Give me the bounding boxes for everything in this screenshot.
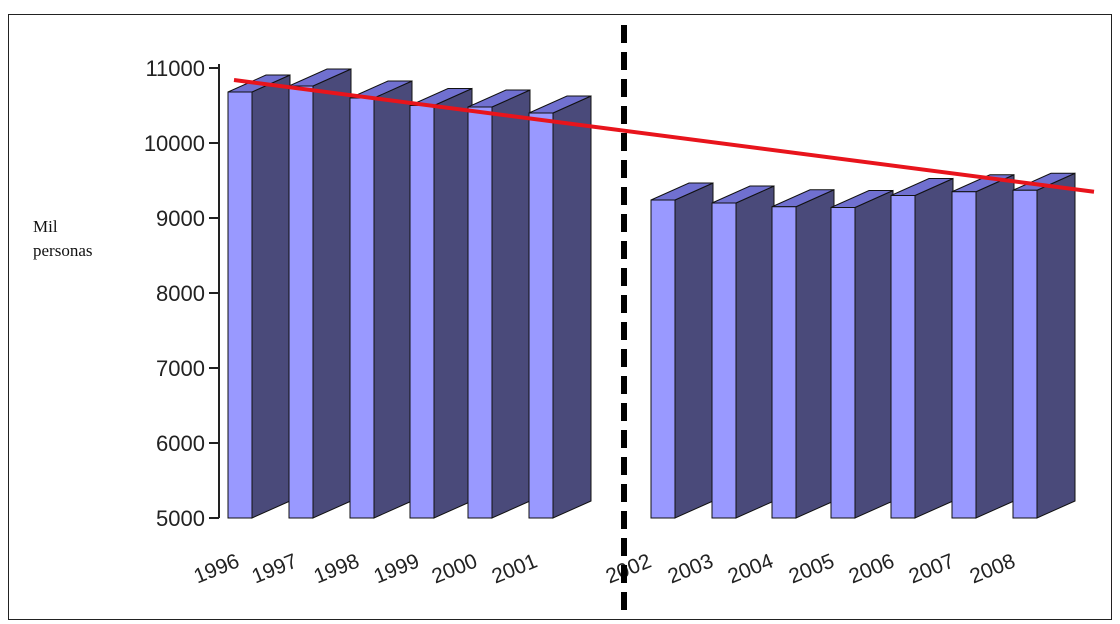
- x-tick-label: 2007: [906, 550, 958, 589]
- bar: [349, 80, 413, 519]
- y-tick-label: 8000: [156, 281, 205, 306]
- bar-side-face: [854, 189, 894, 519]
- bar-front-face: [467, 106, 493, 519]
- trend-line: [233, 78, 1095, 194]
- bar: [830, 189, 894, 519]
- bar-side-face: [373, 80, 413, 519]
- y-tick-label: 9000: [156, 206, 205, 231]
- bar-side-face: [914, 177, 954, 519]
- bar: [227, 74, 291, 519]
- bar-front-face: [227, 91, 253, 519]
- bar-front-face: [771, 206, 797, 519]
- x-tick-label: 2000: [429, 550, 481, 589]
- bar: [467, 89, 531, 519]
- bar-front-face: [951, 191, 977, 519]
- bar: [771, 188, 835, 519]
- bar-front-face: [349, 97, 375, 519]
- bars: [227, 68, 1076, 519]
- x-tick-label: 2006: [846, 550, 898, 589]
- y-tick-label: 11000: [145, 56, 205, 81]
- bar-front-face: [528, 112, 554, 519]
- bar-side-face: [1036, 172, 1076, 519]
- bar: [528, 95, 592, 519]
- bar: [951, 173, 1015, 519]
- bar: [409, 87, 473, 519]
- bar: [711, 185, 775, 519]
- x-tick-label: 2003: [665, 550, 717, 589]
- bar-front-face: [1012, 189, 1038, 519]
- y-tick-label: 5000: [156, 506, 205, 531]
- bar-front-face: [409, 105, 435, 519]
- category-labels: 1996 1997 1998 1999 2000 2001 2002 2003 2004 2005…: [191, 549, 1019, 588]
- x-tick-label: 2004: [725, 549, 777, 588]
- bar: [288, 68, 352, 519]
- bar-side-face: [312, 68, 352, 519]
- bar-side-face: [433, 87, 473, 519]
- bar-front-face: [890, 195, 916, 519]
- chart-frame: Mil personas 5000 6000 7000 8000 9000 10000 11…: [8, 14, 1112, 620]
- y-tick-label: 7000: [156, 356, 205, 381]
- bar-front-face: [288, 85, 314, 519]
- bar-side-face: [975, 173, 1015, 519]
- y-tick-label: 10000: [144, 131, 205, 156]
- bar-side-face: [491, 89, 531, 519]
- overlay: [233, 25, 1095, 610]
- bar: [1012, 172, 1076, 519]
- x-tick-label: 1997: [249, 550, 301, 589]
- y-axis-label-line-2: personas: [33, 241, 93, 260]
- bar: [890, 177, 954, 519]
- bar-side-face: [251, 74, 291, 519]
- y-axis: 5000 6000 7000 8000 9000 10000 11000: [144, 56, 220, 531]
- bar-front-face: [830, 207, 856, 519]
- x-tick-label: 1998: [311, 550, 363, 589]
- bar-side-face: [795, 188, 835, 519]
- x-tick-label: 2005: [786, 550, 838, 589]
- y-tick-label: 6000: [156, 431, 205, 456]
- bar: [650, 182, 714, 519]
- bar-front-face: [650, 199, 676, 519]
- y-axis-label-line-1: Mil: [33, 217, 58, 236]
- bar-side-face: [735, 185, 775, 519]
- x-tick-label: 2008: [967, 550, 1019, 589]
- y-axis-label: Mil personas: [33, 215, 92, 263]
- x-tick-label: 2002: [603, 550, 655, 589]
- x-tick-label: 1996: [191, 550, 243, 589]
- bar-side-face: [552, 95, 592, 519]
- bar-side-face: [674, 182, 714, 519]
- bar-front-face: [711, 202, 737, 519]
- x-tick-label: 2001: [489, 550, 541, 589]
- x-tick-label: 1999: [371, 550, 423, 589]
